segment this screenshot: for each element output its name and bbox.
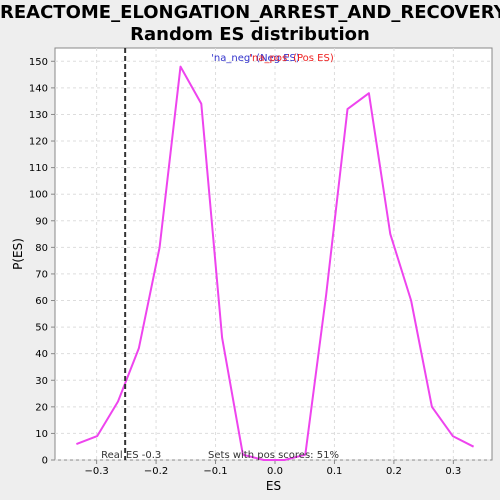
chart-title-line2: Random ES distribution — [130, 24, 370, 45]
es-distribution-line — [76, 65, 475, 461]
y-tick-label: 150 — [29, 57, 48, 68]
plot-area — [54, 47, 493, 461]
x-tick-label: −0.3 — [84, 466, 108, 477]
x-tick-label: 0.0 — [267, 466, 283, 477]
y-tick-label: 10 — [35, 429, 48, 440]
x-tick-label: 0.2 — [386, 466, 402, 477]
y-tick-label: 0 — [42, 456, 48, 467]
x-axis-label: ES — [266, 479, 281, 493]
y-tick-label: 80 — [35, 243, 48, 254]
x-tick-label: 0.3 — [445, 466, 461, 477]
series-layer — [76, 65, 475, 461]
pos-scores-annotation: Sets with pos scores: 51% — [208, 450, 339, 461]
x-tick-label: −0.1 — [203, 466, 227, 477]
y-tick-label: 140 — [29, 83, 48, 94]
y-tick-label: 40 — [35, 349, 48, 360]
y-tick-label: 30 — [35, 376, 48, 387]
legend-neg-label: 'na_neg' (Neg ES) — [211, 53, 300, 64]
legend-pos-label: 'na_pos' (Pos ES) — [249, 53, 334, 64]
x-tick-label: 0.1 — [326, 466, 342, 477]
y-axis-label: P(ES) — [11, 238, 25, 270]
y-axis: 0 10 20 30 40 50 60 70 80 90 100 110 120 130 140 150 — [29, 57, 55, 467]
chart-title: REACTOME_ELONGATION_ARREST_AND_RECOVERY:… — [0, 2, 500, 46]
grid — [55, 48, 492, 461]
x-tick-label: −0.2 — [144, 466, 168, 477]
y-tick-label: 70 — [35, 269, 48, 280]
y-tick-label: 90 — [35, 216, 48, 227]
y-tick-label: 20 — [35, 402, 48, 413]
y-tick-label: 60 — [35, 296, 48, 307]
y-tick-label: 100 — [29, 190, 48, 201]
real-es-label: Real ES -0.3 — [101, 450, 161, 461]
y-tick-label: 120 — [29, 137, 48, 148]
y-tick-label: 130 — [29, 110, 48, 121]
y-tick-label: 50 — [35, 323, 48, 334]
chart-title-line1: REACTOME_ELONGATION_ARREST_AND_RECOVERY: — [0, 2, 500, 23]
y-tick-label: 110 — [29, 163, 48, 174]
x-axis: −0.3 −0.2 −0.1 0.0 0.1 0.2 0.3 — [84, 460, 461, 477]
